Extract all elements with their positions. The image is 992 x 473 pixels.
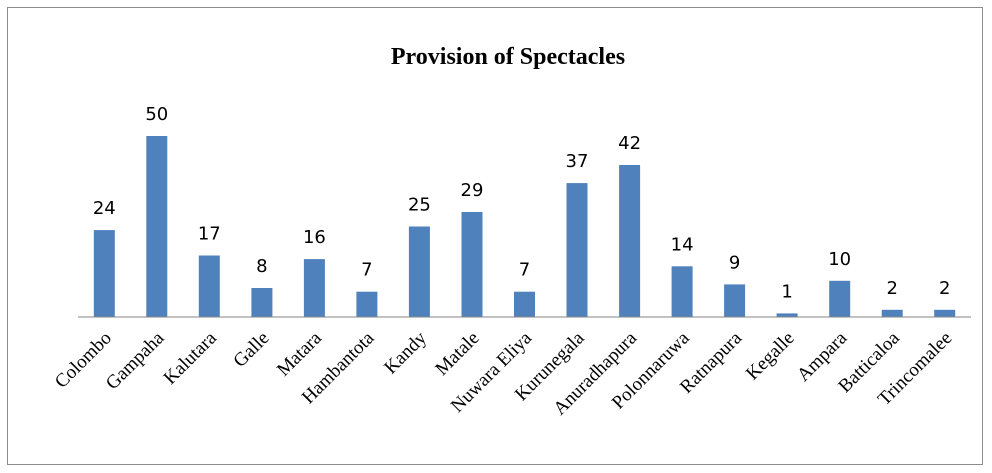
chart-title: Provision of Spectacles (391, 44, 625, 70)
value-label-anuradhapura: 42 (618, 133, 641, 154)
bar-matale (461, 212, 483, 317)
bar-batticaloa (881, 309, 903, 317)
bar-colombo (93, 230, 115, 317)
value-label-kandy: 25 (408, 195, 431, 216)
category-label-gampaha: Gampaha (102, 327, 169, 394)
value-label-kurunegala: 37 (566, 151, 589, 172)
value-label-trincomalee: 2 (939, 278, 950, 299)
bar-anuradhapura (619, 165, 641, 317)
bar-galle (251, 288, 273, 317)
bar-polonnaruwa (671, 266, 693, 317)
bar-hambantota (356, 291, 378, 317)
bar-chart: Provision of Spectacles 2450178167252973… (51, 44, 971, 419)
value-label-galle: 8 (256, 256, 267, 277)
value-label-kegalle: 1 (781, 281, 792, 302)
bar-matara (303, 259, 325, 317)
value-label-colombo: 24 (93, 198, 116, 219)
value-label-kalutara: 17 (198, 224, 221, 245)
value-labels-group: 24 50 17 8 16 7 25 29 7 37 42 14 9 1 10 2 2 (93, 104, 951, 302)
bar-nuwara-eliya (514, 291, 535, 317)
value-label-nuwara-eliya: 7 (519, 260, 530, 281)
chart-frame: Provision of Spectacles 24 50 17 8 16 7 25 29 7 3… (7, 7, 983, 465)
value-label-hambantota: 7 (361, 260, 372, 281)
bar-ampara (829, 280, 851, 317)
bar-kegalle (776, 313, 798, 317)
value-label-matale: 29 (461, 180, 484, 201)
value-label-polonnaruwa: 14 (671, 234, 694, 255)
bar-kurunegala (566, 183, 588, 317)
bar-trincomalee (934, 309, 956, 317)
category-label-galle: Galle (229, 328, 273, 372)
category-label-kandy: Kandy (380, 327, 431, 378)
value-label-ampara: 10 (828, 249, 851, 270)
value-label-matara: 16 (303, 227, 326, 248)
category-label-kegalle: Kegalle (742, 328, 799, 385)
bar-ratnapura (724, 284, 746, 317)
value-label-gampaha: 50 (145, 104, 168, 125)
bar-gampaha (146, 136, 168, 317)
bar-kandy (408, 226, 430, 317)
value-label-ratnapura: 9 (729, 252, 740, 273)
value-label-batticaloa: 2 (886, 278, 897, 299)
category-label-kalutara: Kalutara (160, 327, 221, 388)
bars-group (93, 136, 956, 317)
bar-kalutara (198, 255, 220, 317)
